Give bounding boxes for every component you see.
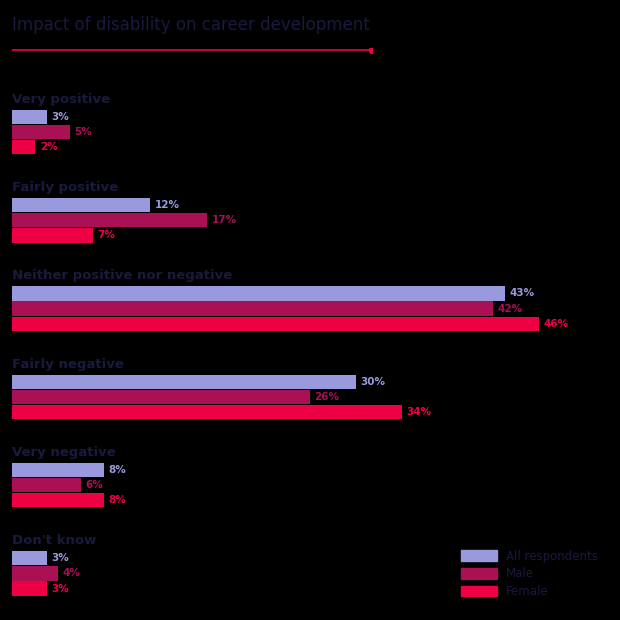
Text: 34%: 34% xyxy=(406,407,432,417)
Bar xyxy=(12,213,207,228)
Bar xyxy=(12,478,81,492)
Bar xyxy=(12,110,46,124)
Bar xyxy=(12,286,505,301)
Text: Neither positive nor negative: Neither positive nor negative xyxy=(12,269,232,282)
Text: 17%: 17% xyxy=(211,215,237,225)
Text: 46%: 46% xyxy=(544,319,569,329)
Bar xyxy=(12,374,356,389)
Text: 2%: 2% xyxy=(40,142,58,152)
Bar xyxy=(12,551,46,565)
Text: 3%: 3% xyxy=(51,112,69,122)
Text: Fairly negative: Fairly negative xyxy=(12,358,124,371)
Text: 6%: 6% xyxy=(86,480,104,490)
Text: 5%: 5% xyxy=(74,127,92,137)
Legend: All respondents, Male, Female: All respondents, Male, Female xyxy=(458,546,601,601)
Bar xyxy=(12,316,539,331)
Bar xyxy=(12,228,92,242)
Bar xyxy=(12,301,493,316)
Bar xyxy=(12,140,35,154)
Text: 42%: 42% xyxy=(498,304,523,314)
Bar xyxy=(12,125,69,139)
Bar xyxy=(12,493,104,507)
Text: 7%: 7% xyxy=(97,231,115,241)
Text: Very positive: Very positive xyxy=(12,93,110,106)
Bar xyxy=(12,463,104,477)
Bar xyxy=(12,566,58,580)
Text: Don't know: Don't know xyxy=(12,534,97,547)
Text: 8%: 8% xyxy=(108,465,126,475)
Text: Impact of disability on career development: Impact of disability on career developme… xyxy=(12,16,370,33)
Bar xyxy=(12,405,402,419)
Bar xyxy=(12,390,310,404)
Text: 30%: 30% xyxy=(360,377,386,387)
Text: 26%: 26% xyxy=(314,392,340,402)
Text: 4%: 4% xyxy=(63,569,81,578)
Text: 8%: 8% xyxy=(108,495,126,505)
Text: 43%: 43% xyxy=(509,288,534,298)
Text: 3%: 3% xyxy=(51,553,69,564)
Bar xyxy=(12,582,46,596)
Text: Fairly positive: Fairly positive xyxy=(12,181,118,194)
Bar xyxy=(12,198,150,212)
Text: 12%: 12% xyxy=(154,200,179,210)
Text: 3%: 3% xyxy=(51,583,69,593)
Text: Very negative: Very negative xyxy=(12,446,116,459)
